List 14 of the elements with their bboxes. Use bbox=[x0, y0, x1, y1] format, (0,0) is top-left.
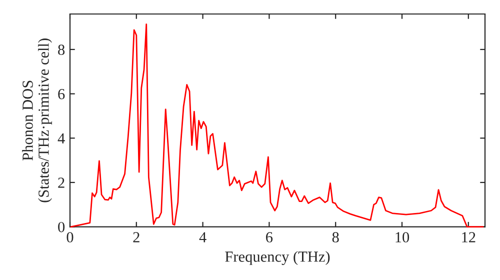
y-tick-label: 8 bbox=[58, 44, 65, 55]
x-tick-label: 2 bbox=[133, 232, 140, 242]
x-tick-label: 8 bbox=[332, 232, 339, 242]
y-tick-label: 4 bbox=[58, 133, 65, 144]
y-axis-title: Phonon DOS (States/THz·primitive cell) bbox=[22, 38, 52, 202]
y-tick-label: 6 bbox=[58, 88, 65, 100]
y-tick-label: 2 bbox=[58, 178, 64, 188]
x-tick-label: 12 bbox=[462, 232, 476, 242]
x-tick-label: 6 bbox=[266, 232, 273, 242]
x-tick-label: 4 bbox=[199, 232, 206, 242]
y-tick-label: 0 bbox=[58, 222, 65, 232]
x-axis-title: Frequency (THz) bbox=[225, 251, 330, 265]
x-tick-label: 0 bbox=[66, 232, 74, 242]
x-tick-label: 10 bbox=[396, 232, 410, 242]
